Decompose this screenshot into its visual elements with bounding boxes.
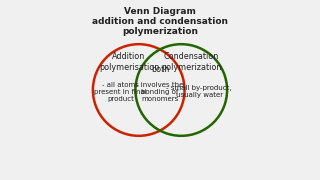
Text: Addition
polymerisation: Addition polymerisation: [99, 52, 159, 72]
Text: Condensation
polymerization: Condensation polymerization: [161, 52, 221, 72]
Text: both: both: [151, 66, 169, 75]
Text: - small by-product,
usually water: - small by-product, usually water: [166, 85, 232, 98]
Text: - all atoms
present in final
product: - all atoms present in final product: [94, 82, 147, 102]
Text: - involves the
bonding of
monomers: - involves the bonding of monomers: [136, 82, 184, 102]
Text: Venn Diagram
addition and condensation
polymerization: Venn Diagram addition and condensation p…: [92, 6, 228, 36]
